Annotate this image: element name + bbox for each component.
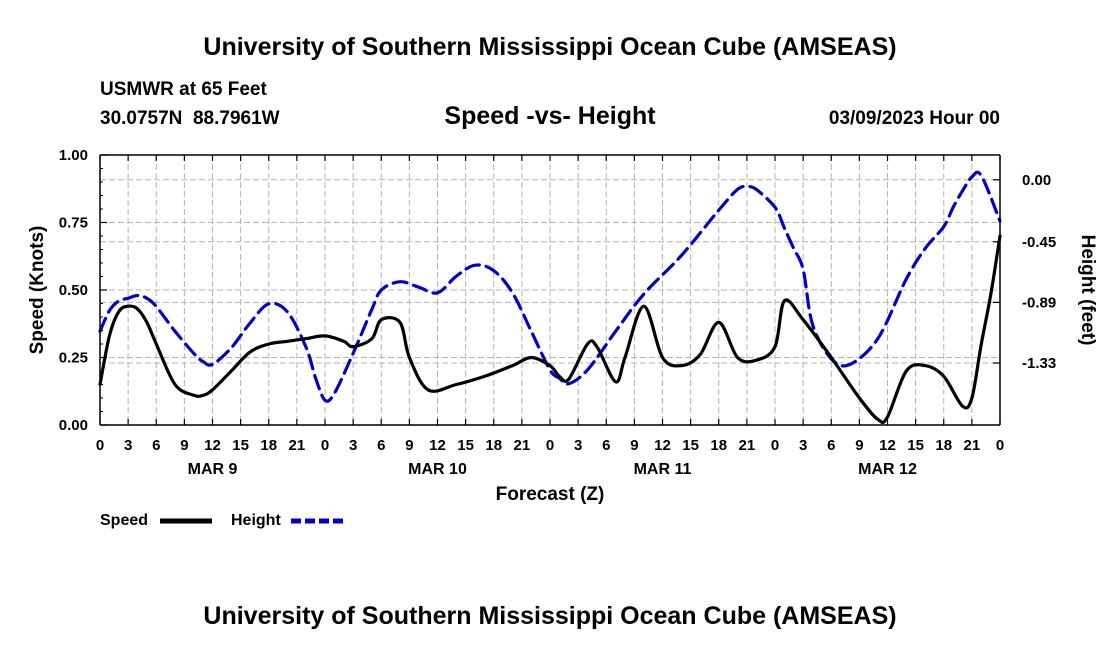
legend: Speed Height <box>100 512 343 529</box>
footer-title: University of Southern Mississippi Ocean… <box>203 602 896 630</box>
x-tick-label: 0 <box>321 437 329 454</box>
x-tick-label: 9 <box>405 437 413 454</box>
y-tick-label: 0.25 <box>59 350 88 367</box>
station-label: USMWR at 65 Feet <box>100 79 267 100</box>
x-tick-label: 18 <box>260 437 277 454</box>
x-tick-label: 6 <box>377 437 385 454</box>
x-tick-label: 12 <box>429 437 446 454</box>
x-tick-label: 15 <box>907 437 924 454</box>
y-tick-label: 0.50 <box>59 282 88 299</box>
x-tick-label: 15 <box>457 437 474 454</box>
day-label: MAR 11 <box>634 461 692 478</box>
y2-axis-label: Height (feet) <box>1077 235 1098 346</box>
legend-height-label: Height <box>231 512 281 529</box>
y-tick-label: 0.75 <box>59 215 88 232</box>
x-tick-label: 0 <box>771 437 779 454</box>
x-tick-label: 0 <box>546 437 554 454</box>
x-tick-label: 18 <box>485 437 502 454</box>
x-tick-label: 18 <box>935 437 952 454</box>
height-series-line <box>98 170 1002 403</box>
x-tick-label: 0 <box>96 437 104 454</box>
y2-tick-label: -0.45 <box>1022 234 1056 251</box>
x-tick-label: 12 <box>879 437 896 454</box>
grid <box>100 155 1000 425</box>
x-tick-label: 3 <box>349 437 357 454</box>
x-tick-label: 15 <box>232 437 249 454</box>
x-tick-label: 12 <box>204 437 221 454</box>
y2-tick-label: -0.89 <box>1022 294 1056 311</box>
x-tick-label: 3 <box>574 437 582 454</box>
x-tick-label: 12 <box>654 437 671 454</box>
x-tick-label: 9 <box>180 437 188 454</box>
day-label: MAR 10 <box>408 461 467 478</box>
y-tick-label: 1.00 <box>59 147 88 164</box>
location-label: 30.0757N 88.7961W <box>100 108 280 129</box>
y-axis-label: Speed (Knots) <box>27 226 48 355</box>
forecast-datetime: 03/09/2023 Hour 00 <box>829 108 1000 129</box>
x-tick-label: 0 <box>996 437 1004 454</box>
x-tick-label: 18 <box>710 437 727 454</box>
chart-title: University of Southern Mississippi Ocean… <box>203 33 896 61</box>
day-label: MAR 12 <box>858 461 917 478</box>
x-tick-label: 6 <box>602 437 610 454</box>
x-tick-label: 21 <box>514 437 531 454</box>
x-tick-label: 3 <box>799 437 807 454</box>
y2-tick-label: -1.33 <box>1022 355 1056 372</box>
x-tick-label: 6 <box>152 437 160 454</box>
speed-series-line <box>98 234 1002 425</box>
x-axis-label: Forecast (Z) <box>496 484 605 505</box>
x-tick-label: 3 <box>124 437 132 454</box>
x-tick-label: 9 <box>855 437 863 454</box>
y2-tick-label: 0.00 <box>1022 172 1051 189</box>
y-tick-label: 0.00 <box>59 417 88 434</box>
chart-subtitle: Speed -vs- Height <box>444 102 656 130</box>
axes: 0 3 6 9 12 15 18 21 0 3 6 9 12 15 18 21 0 3 6 9 12 15 18 21 0 3 6 9… <box>59 147 1056 478</box>
day-label: MAR 9 <box>188 461 238 478</box>
x-tick-label: 15 <box>682 437 699 454</box>
x-tick-label: 9 <box>630 437 638 454</box>
x-tick-label: 21 <box>739 437 756 454</box>
series-layer <box>98 170 1002 425</box>
x-tick-label: 21 <box>964 437 981 454</box>
legend-speed-label: Speed <box>100 512 148 529</box>
x-tick-label: 21 <box>289 437 306 454</box>
x-tick-label: 6 <box>827 437 835 454</box>
